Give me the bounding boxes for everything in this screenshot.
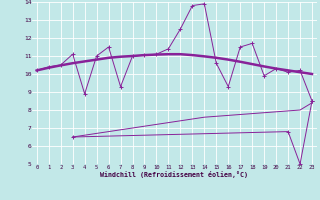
X-axis label: Windchill (Refroidissement éolien,°C): Windchill (Refroidissement éolien,°C) bbox=[100, 171, 248, 178]
